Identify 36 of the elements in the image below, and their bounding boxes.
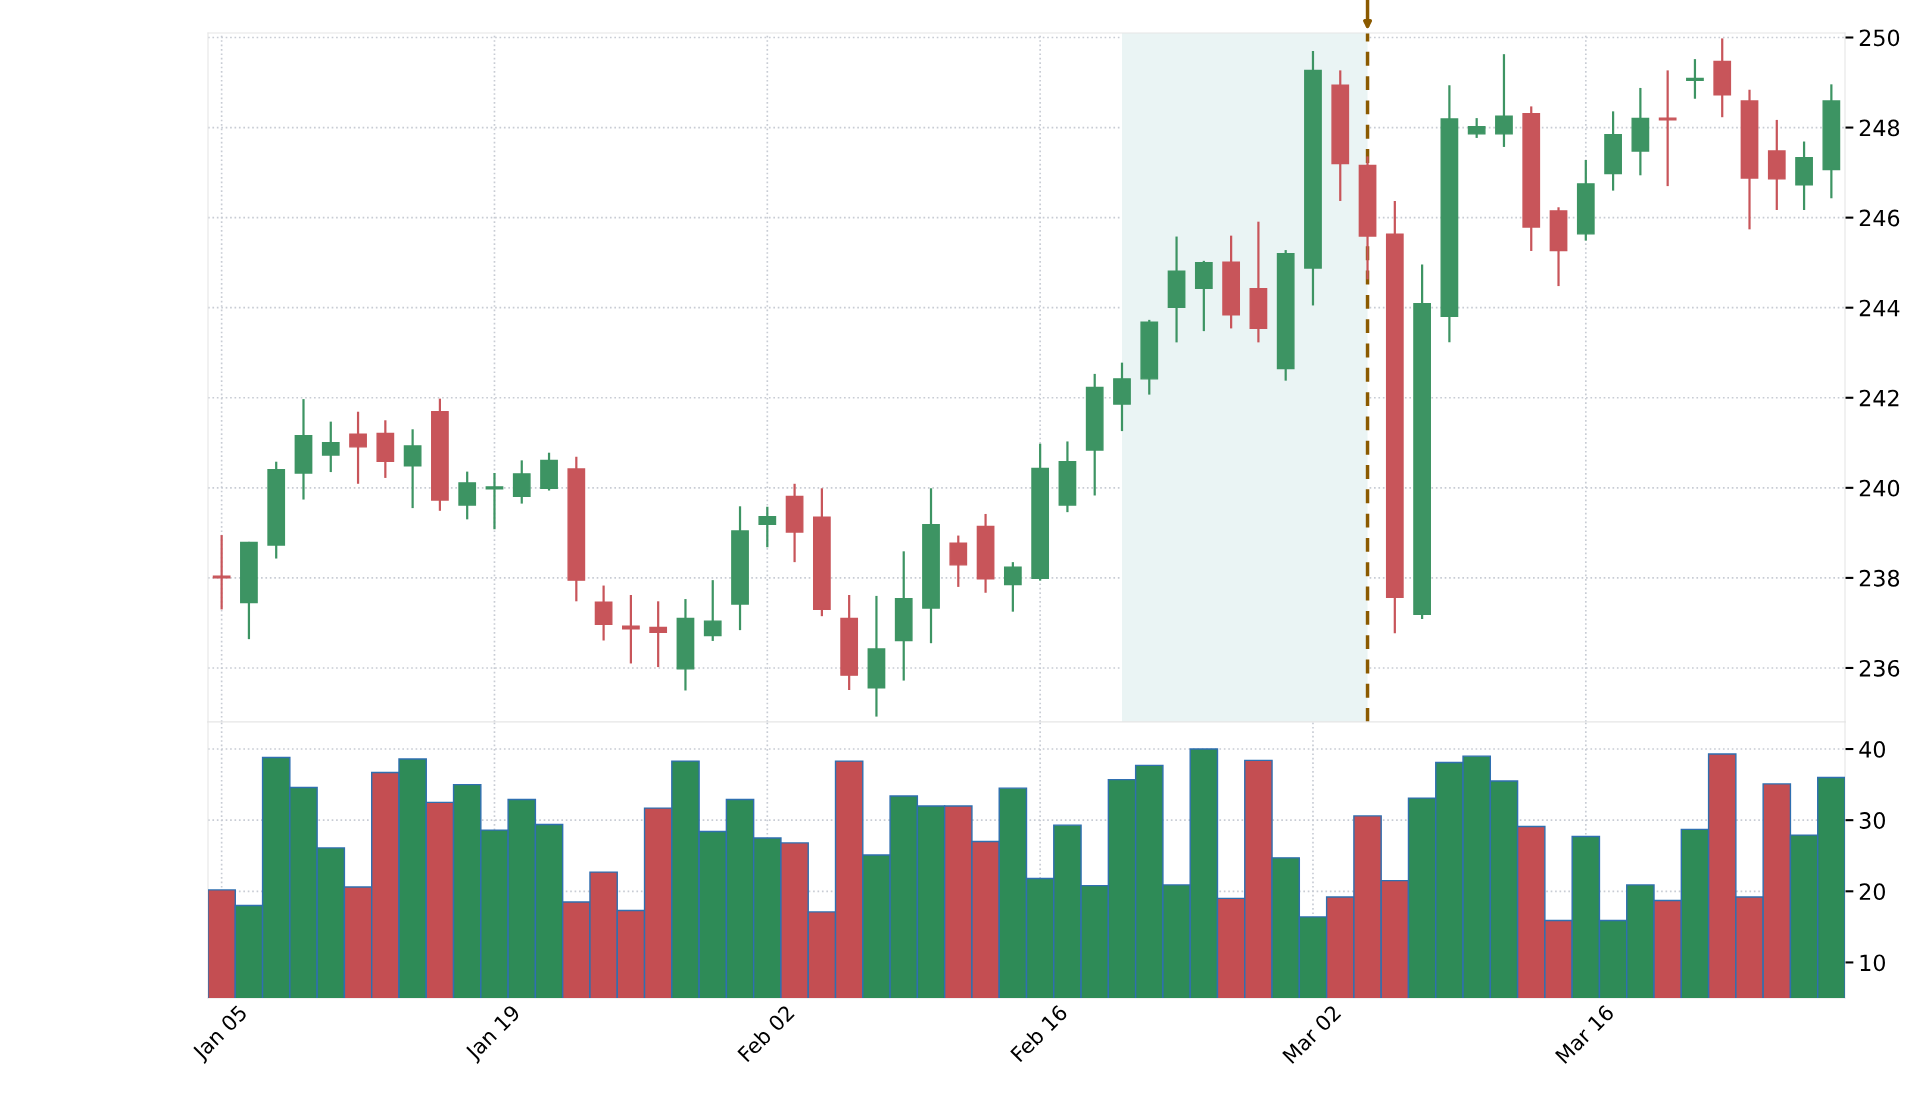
x-tick-label: Feb 16 (1009, 1003, 1069, 1063)
candlestick (485, 471, 504, 531)
x-tick-label: Feb 02 (736, 1004, 795, 1063)
x-tick-label: Mar 02 (1281, 1004, 1342, 1065)
y-tick-label: 40 (1859, 740, 1885, 758)
candlestick (703, 579, 722, 643)
candlestick (321, 420, 340, 474)
candlestick (1003, 561, 1022, 613)
y-tick-label: 242 (1859, 389, 1899, 407)
candlestick (594, 584, 613, 642)
candlestick (649, 600, 668, 669)
y-tick-label: 20 (1859, 883, 1885, 901)
x-tick-label: Mar 16 (1554, 1004, 1615, 1065)
candlestick (1658, 69, 1677, 188)
y-tick-label: 238 (1859, 569, 1900, 587)
candlestick (622, 593, 640, 665)
y-tick-label: 10 (1860, 954, 1885, 972)
y-tick-label: 244 (1859, 299, 1900, 317)
candlestick (349, 410, 367, 485)
candlestick (758, 505, 777, 549)
candlestick (1686, 58, 1704, 100)
y-tick-label: 236 (1859, 659, 1900, 677)
y-tick-label: 30 (1859, 812, 1885, 829)
x-tick-label: Jan 05 (190, 1004, 251, 1064)
candlestick (1467, 117, 1486, 140)
y-tick-label: 248 (1859, 119, 1900, 137)
candlestick (212, 534, 231, 611)
candlestick (458, 470, 477, 521)
x-tick-label: Jan 19 (463, 1004, 524, 1064)
candlestick (1495, 53, 1513, 149)
y-tick-label: 240 (1859, 479, 1900, 497)
y-tick-label: 246 (1859, 209, 1900, 227)
y-tick-label: 250 (1859, 29, 1900, 47)
candlestick (403, 428, 422, 510)
candlestick (949, 534, 968, 589)
candlestick (512, 459, 531, 505)
